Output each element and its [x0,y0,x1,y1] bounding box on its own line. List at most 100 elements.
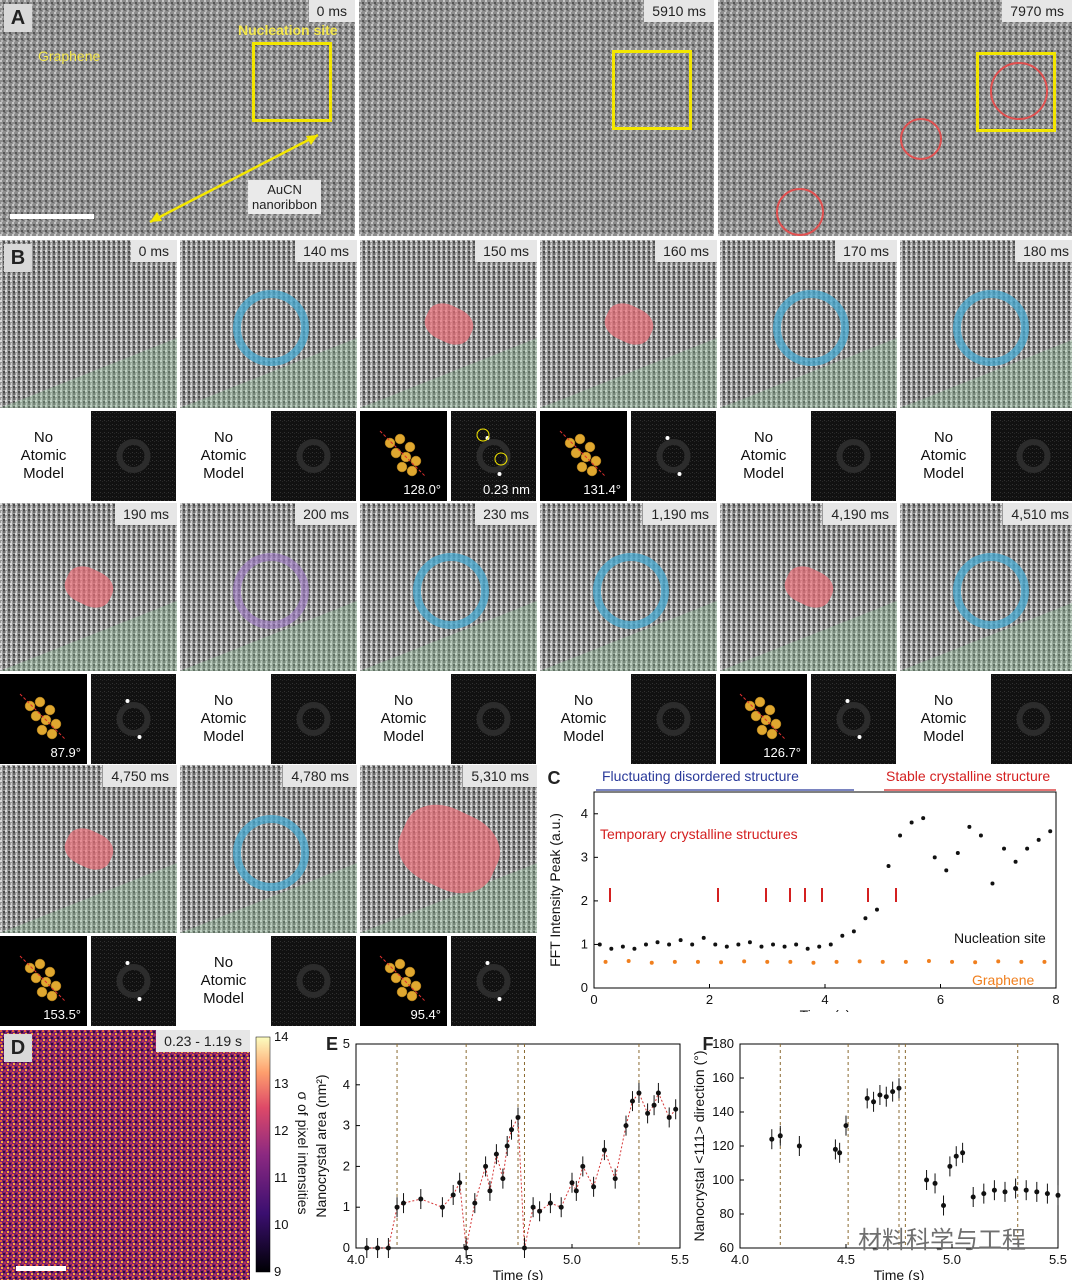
angle-label: 87.9° [50,745,81,760]
chart-f: 4.0 4.5 5.0 5.5 60 80 100 120 140 160 180 Time (s) N… [691,1036,1067,1280]
data-point [924,1177,930,1183]
data-point [747,940,752,945]
colorbar-label: σ of pixel intensities [295,1091,311,1215]
x-tick-label: 5.5 [1049,1252,1067,1267]
atomic-model: 131.4° [540,411,627,501]
data-point [805,946,810,951]
y-tick-label: 3 [581,849,588,864]
nucleation-box [612,50,692,130]
data-point [364,1245,370,1251]
no-model-line: Model [743,465,784,482]
no-model-line: Model [923,728,964,745]
y-tick-label: 0 [581,980,588,995]
scale-bar [16,1266,66,1271]
data-point [788,959,793,964]
data-point [666,1114,672,1120]
data-point [871,1099,877,1105]
fft-inset [271,936,356,1026]
y-axis-label: FFT Intensity Peak (a.u.) [547,813,563,967]
angle-label: 131.4° [583,482,621,497]
no-model-line: Model [23,465,64,482]
x-tick-label: 5.0 [563,1252,581,1267]
y-tick-label: 120 [712,1138,734,1153]
fft-inset [91,936,176,1026]
data-point [769,1136,775,1142]
data-point [487,1188,493,1194]
data-point [896,1085,902,1091]
x-tick-label: 4 [821,992,828,1007]
data-point [832,1146,838,1152]
data-point [955,850,960,855]
panel-a-frame-2: 5910 ms [359,0,714,236]
no-model-line: No [933,429,954,446]
frame-time: 230 ms [475,503,537,525]
colorbar-tick-label: 9 [274,1264,282,1279]
panel-b-frame: 200 ms [180,503,357,671]
data-point [515,1114,521,1120]
no-atomic-model: No Atomic Model [900,692,987,746]
frame-time: 200 ms [295,503,357,525]
data-point [547,1200,553,1206]
disordered-ring [952,290,1029,366]
data-point [877,1092,883,1098]
panel-a-letter: A [4,4,32,32]
data-point [463,1245,469,1251]
disordered-ring [772,290,849,366]
data-point [864,1095,870,1101]
data-point [1042,959,1047,964]
data-point [521,1245,527,1251]
data-point [782,944,787,949]
data-point [874,907,879,912]
y-tick-label: 80 [720,1206,734,1221]
stable-label: Stable crystalline structure [886,768,1051,784]
y-tick-label: 100 [712,1172,734,1187]
no-atomic-model: No Atomic Model [0,429,87,483]
data-point [645,1110,651,1116]
series-label-nucleation: Nucleation site [954,930,1046,946]
nucleation-box [976,52,1056,132]
no-model-line: Atomic [200,972,247,989]
data-point [597,942,602,947]
data-point [759,944,764,949]
fft-inset [271,674,356,764]
no-model-line: No [213,954,234,971]
data-point [1023,1187,1029,1193]
data-point [794,942,799,947]
data-point [981,1191,987,1197]
panel-e-letter: E [325,1034,338,1054]
x-axis-label: Time (s) [493,1267,544,1280]
data-point [1002,1189,1008,1195]
y-axis-label: Nanocrystal <111> direction (°) [691,1050,707,1241]
aucn-label: AuCN nanoribbon [248,180,322,214]
no-model-line: No [753,429,774,446]
no-model-line: No [213,429,234,446]
fft-inset [631,411,716,501]
no-model-line: Model [203,728,244,745]
frame-time: 4,510 ms [1003,503,1072,525]
panel-b-frame: 180 ms [900,240,1072,408]
data-point [978,833,983,838]
nucleation-site-label: Nucleation site [238,22,338,38]
colorbar-tick-label: 12 [274,1123,289,1138]
data-point [909,820,914,825]
data-point [817,944,822,949]
frame-time: 7970 ms [1002,0,1072,22]
no-atomic-model: No Atomic Model [900,429,987,483]
data-point [1036,837,1041,842]
data-point [623,1123,629,1129]
data-point [932,1180,938,1186]
data-point [941,1203,947,1208]
data-point [530,1204,536,1210]
x-axis-label: Time (s) [800,1007,851,1012]
data-point [903,959,908,964]
data-point [996,959,1001,964]
data-point [450,1192,456,1198]
y-tick-label: 3 [343,1118,350,1133]
y-tick-label: 160 [712,1070,734,1085]
no-atomic-model: No Atomic Model [360,692,447,746]
panel-b-frame: 170 ms [720,240,897,408]
no-model-line: Model [383,728,424,745]
chart-c: 0246801234Time (s)FFT Intensity Peak (a.… [547,789,1060,1012]
y-tick-label: 1 [343,1199,350,1214]
data-point [457,1180,463,1186]
